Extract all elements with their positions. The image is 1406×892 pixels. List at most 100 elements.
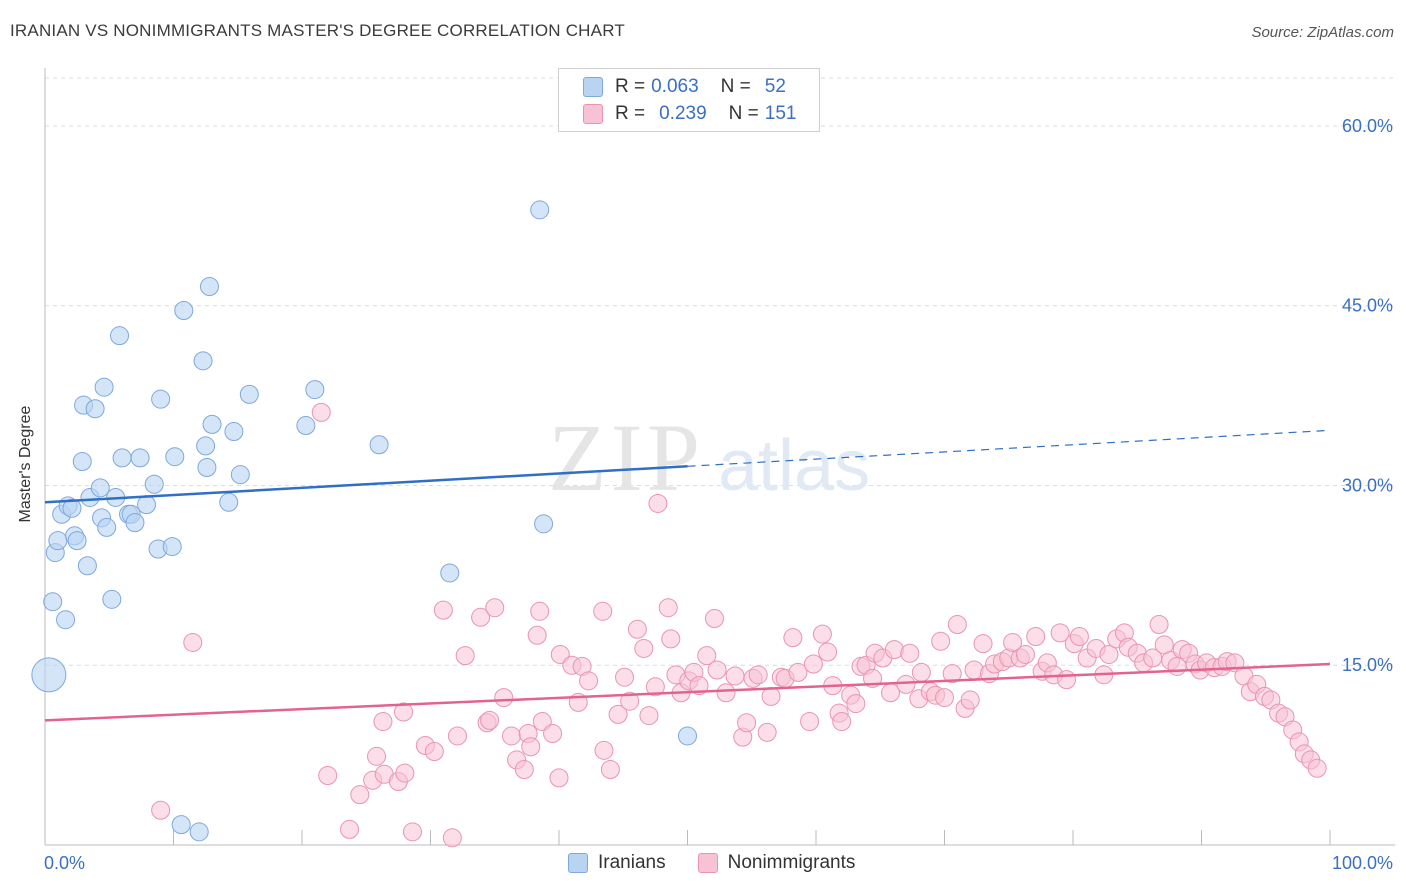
nonimmigrants-point <box>1149 614 1169 634</box>
nonimmigrants-point <box>367 746 387 766</box>
nonimmigrants-point <box>707 660 727 680</box>
nonimmigrants-point <box>424 742 444 762</box>
nonimmigrants-point <box>900 643 920 663</box>
nonimmigrants-point <box>1026 626 1046 646</box>
iranians-point <box>534 514 554 534</box>
nonimmigrants-point <box>1099 644 1119 664</box>
iranians-point <box>530 200 550 220</box>
legend-n-value: 151 <box>764 103 797 124</box>
nonimmigrants-point <box>471 607 491 627</box>
nonimmigrants-point <box>350 785 370 805</box>
nonimmigrants-point <box>1057 670 1077 690</box>
iranians-point <box>102 589 122 609</box>
nonimmigrants-point <box>447 726 467 746</box>
nonimmigrants-swatch <box>583 104 603 124</box>
nonimmigrants-point <box>480 710 500 730</box>
nonimmigrants-point <box>615 667 635 687</box>
nonimmigrants-point <box>761 686 781 706</box>
nonimmigrants-point <box>521 737 541 757</box>
x-tick-label: 0.0% <box>44 853 85 873</box>
tick-labels: 15.0% 30.0% 45.0% 60.0% 0.0% 100.0% <box>44 116 1393 873</box>
legend-row-nonimmigrants: R = 0.239 N = 151 <box>583 102 796 126</box>
nonimmigrants-point <box>911 662 931 682</box>
iranians-point <box>94 377 114 397</box>
watermark: ZIP atlas <box>548 404 870 511</box>
nonimmigrants-point <box>1003 632 1023 652</box>
y-tick-label: 45.0% <box>1342 296 1393 316</box>
bottom-legend-iranians: Iranians <box>568 852 666 874</box>
iranians-point <box>162 537 182 557</box>
nonimmigrants-point <box>373 712 393 732</box>
iranians-point <box>305 380 325 400</box>
bottom-legend: Iranians Nonimmigrants <box>568 852 887 874</box>
nonimmigrants-point <box>1050 623 1070 643</box>
iranians-point <box>85 399 105 419</box>
nonimmigrants-point <box>639 706 659 726</box>
iranians-point <box>125 513 145 533</box>
iranians-point <box>56 610 76 630</box>
nonimmigrants-point <box>973 634 993 654</box>
iranians-point <box>31 657 67 693</box>
nonimmigrants-point <box>579 671 599 691</box>
nonimmigrants-point <box>530 601 550 621</box>
iranians-point <box>196 436 216 456</box>
nonimmigrants-point <box>1015 644 1035 664</box>
chart-title: IRANIAN VS NONIMMIGRANTS MASTER'S DEGREE… <box>10 21 625 40</box>
watermark-zip: ZIP <box>548 404 704 511</box>
y-tick-label: 60.0% <box>1342 116 1393 136</box>
trend-lines <box>44 429 1331 722</box>
iranians-trend-line <box>44 465 688 504</box>
gridlines <box>45 77 1395 666</box>
legend-row-iranians: R = 0.063 N = 52 <box>583 75 786 99</box>
nonimmigrants-point <box>620 691 640 711</box>
iranians-point <box>43 592 63 612</box>
iranians-point <box>224 422 244 442</box>
nonimmigrants-point <box>183 632 203 652</box>
legend-n-label: N = <box>720 76 751 97</box>
legend-r-label: R = <box>615 76 646 97</box>
iranians-point <box>193 351 213 371</box>
iranians-swatch <box>568 853 588 873</box>
nonimmigrants-point <box>608 704 628 724</box>
iranians-trend-extrapolation <box>687 429 1331 467</box>
legend-r-value: 0.063 <box>651 76 699 97</box>
iranians-point <box>165 447 185 467</box>
legend-n-label: N = <box>728 103 759 124</box>
legend: R = 0.063 N = 52 R = 0.239 N = 151 <box>558 68 820 132</box>
nonimmigrants-point <box>658 598 678 618</box>
iranians-point <box>678 726 697 746</box>
iranians-point <box>151 389 171 409</box>
nonimmigrants-point <box>737 713 757 733</box>
nonimmigrants-point <box>593 601 613 621</box>
nonimmigrants-point <box>318 765 338 785</box>
nonimmigrants-point <box>645 677 665 697</box>
nonimmigrants-point <box>543 724 563 744</box>
bottom-legend-nonimmigrants: Nonimmigrants <box>697 852 855 874</box>
nonimmigrants-point <box>455 646 475 666</box>
iranians-point <box>62 498 82 518</box>
nonimmigrants-point <box>151 800 171 820</box>
nonimmigrants-point <box>594 740 614 760</box>
nonimmigrants-point <box>549 768 569 788</box>
nonimmigrants-point <box>846 694 866 714</box>
iranians-point <box>77 556 97 576</box>
legend-r-label: R = <box>615 103 646 124</box>
nonimmigrants-point <box>433 600 453 620</box>
nonimmigrants-point <box>311 402 331 422</box>
iranians-point <box>174 300 194 320</box>
iranians-point <box>48 531 68 551</box>
iranians-point <box>137 495 157 515</box>
bottom-legend-label: Iranians <box>598 852 666 873</box>
source-label: Source: ZipAtlas.com <box>1251 24 1394 41</box>
nonimmigrants-point <box>485 598 505 618</box>
iranians-point <box>239 384 259 404</box>
nonimmigrants-point <box>800 712 820 732</box>
iranians-point <box>97 517 117 537</box>
iranians-point <box>130 448 150 468</box>
nonimmigrants-point <box>1069 626 1089 646</box>
nonimmigrants-point <box>931 631 951 651</box>
nonimmigrants-point <box>634 638 654 658</box>
legend-n-value: 52 <box>764 76 786 97</box>
legend-r-value: 0.239 <box>659 103 707 124</box>
